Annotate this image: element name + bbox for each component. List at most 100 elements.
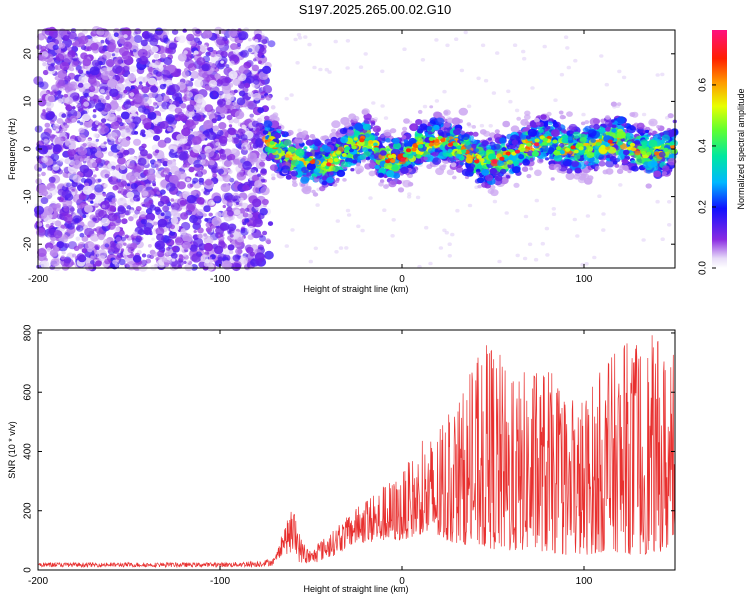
spectrogram-cell <box>353 130 360 136</box>
spectrogram-cell <box>37 184 47 193</box>
spectrogram-cell <box>202 213 207 217</box>
spectrogram-cell <box>110 121 120 130</box>
spectrogram-cell <box>290 170 298 177</box>
spectrogram-cell <box>180 212 189 220</box>
spectrogram-cell <box>238 31 249 41</box>
spectrogram-cell <box>424 225 429 230</box>
spectrogram-cell <box>228 127 237 136</box>
spectrogram-cell <box>46 247 51 252</box>
spectrogram-cell <box>67 222 75 230</box>
spectrogram-cell <box>242 156 247 160</box>
spectrogram-cell <box>546 111 552 117</box>
spectrogram-cell <box>290 159 299 166</box>
spectrogram-cell <box>220 77 230 87</box>
spectrogram-cell <box>94 184 104 193</box>
spectrogram-cell <box>335 219 340 223</box>
spectrogram-cell <box>177 35 187 44</box>
spectrogram-cell <box>434 99 440 103</box>
spectrogram-cell <box>132 194 141 202</box>
spectrogram-cell <box>89 155 94 159</box>
spectrogram-cell <box>109 39 116 45</box>
spectrogram-cell <box>524 110 531 116</box>
spectrogram-cell <box>648 139 658 148</box>
spectrogram-cell <box>359 154 367 160</box>
spectrogram-cell <box>78 74 89 84</box>
spectrogram-cell <box>466 166 474 173</box>
spectrogram-cell <box>281 165 291 174</box>
spectrogram-cell <box>71 253 77 258</box>
spectrogram-cell <box>534 198 539 203</box>
spectrogram-cell <box>352 159 358 164</box>
spectrogram-cell <box>259 207 268 216</box>
spectrogram-cell <box>553 163 562 171</box>
spectrogram-cell <box>363 117 372 125</box>
spectrogram-cell <box>187 121 196 130</box>
spectrogram-cell <box>252 186 260 194</box>
spectrogram-cell <box>116 254 122 260</box>
spectrogram-cell <box>160 53 167 59</box>
spectrogram-cell <box>380 134 385 139</box>
spectrogram-cell <box>667 223 672 227</box>
spectrogram-cell <box>153 53 160 59</box>
spectrogram-cell <box>297 128 302 133</box>
spectrogram-cell <box>147 155 151 159</box>
spectrogram-cell <box>34 125 43 133</box>
spectrogram-cell <box>40 260 50 269</box>
spectrogram-cell <box>68 31 77 40</box>
spectrogram-cell <box>485 174 494 182</box>
spectrogram-cell <box>95 260 102 267</box>
spectrogram-cell <box>516 116 522 121</box>
spectrogram-cell <box>415 159 421 164</box>
spectrogram-cell <box>186 178 191 182</box>
spectrogram-cell <box>292 179 297 184</box>
spectrogram-cell <box>123 41 133 50</box>
spectrogram-cell <box>540 114 547 120</box>
spectrogram-cell <box>245 246 254 254</box>
spectrogram-cell <box>170 198 175 202</box>
spectrogram-cell <box>162 205 170 212</box>
spectrogram-cell <box>190 264 198 271</box>
spectrogram-cell <box>141 143 147 149</box>
spectrogram-cell <box>476 177 485 184</box>
spectrogram-cell <box>63 206 70 212</box>
spectrogram-cell <box>487 188 495 195</box>
spectrogram-cell <box>140 259 148 266</box>
spectrogram-cell <box>238 65 249 75</box>
spectrogram-cell <box>250 216 255 221</box>
spectrogram-cell <box>132 231 138 236</box>
spectrogram-cell <box>80 52 88 60</box>
spectrogram-cell <box>191 253 202 263</box>
spectrogram-cell <box>220 106 228 114</box>
spectrogram-cell <box>271 173 276 177</box>
spectrogram-cell <box>222 174 232 183</box>
spectrogram-cell <box>71 118 77 123</box>
spectrogram-cell <box>174 114 179 118</box>
spectrogram-cell <box>656 125 661 129</box>
spectrogram-cell <box>89 66 100 76</box>
spectrogram-cell <box>193 237 204 248</box>
spectrogram-cell <box>219 234 224 237</box>
spectrogram-cell <box>234 209 241 216</box>
spectrogram-cell <box>558 110 564 115</box>
spectrogram-cell <box>208 159 215 166</box>
spectrogram-cell <box>88 193 96 200</box>
spectrogram-cell <box>297 36 303 40</box>
spectrogram-cell <box>101 204 106 208</box>
spectrogram-cell <box>324 153 329 157</box>
spectrogram-cell <box>365 156 371 161</box>
spectrogram-cell <box>254 180 263 188</box>
spectrogram-cell <box>592 118 601 125</box>
spectrogram-cell <box>303 146 308 150</box>
spectrogram-cell <box>61 95 70 104</box>
spectrogram-cell <box>117 156 126 165</box>
spectrogram-cell <box>521 49 526 54</box>
spectrogram-cell <box>61 113 67 118</box>
spectrogram-cell <box>93 228 97 232</box>
spectrogram-cell <box>143 108 150 115</box>
spectrogram-cell <box>139 81 143 85</box>
spectrogram-cell <box>478 150 487 157</box>
spectrogram-cell <box>207 52 211 55</box>
spectrogram-cell <box>104 258 111 265</box>
spectrogram-cell <box>155 227 165 236</box>
spectrogram-cell <box>605 145 611 151</box>
